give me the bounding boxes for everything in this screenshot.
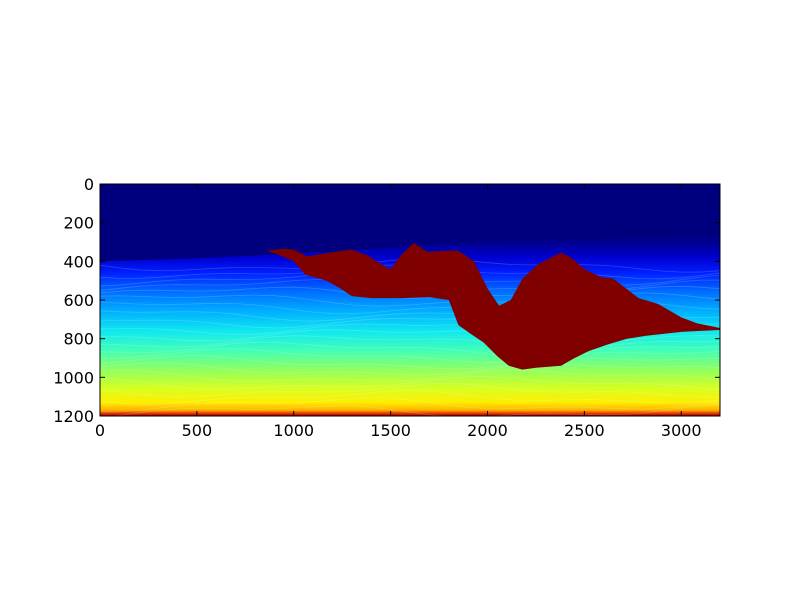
y-tick-label: 400 bbox=[63, 252, 94, 271]
sediment-layer-line bbox=[100, 341, 720, 357]
salt-body bbox=[266, 243, 720, 370]
sediment-layer-line bbox=[100, 390, 720, 405]
y-axis: 0 200 400 600 800 1000 1200 bbox=[53, 175, 720, 426]
y-tick-label: 0 bbox=[84, 175, 94, 194]
x-axis: 0 500 1000 1500 2000 2500 3000 bbox=[95, 184, 702, 440]
x-tick-label: 3000 bbox=[661, 421, 702, 440]
x-tick-label: 1500 bbox=[370, 421, 411, 440]
sediment-layer-line bbox=[100, 382, 720, 398]
x-tick-label: 0 bbox=[95, 421, 105, 440]
sediment-layer-line bbox=[100, 369, 720, 382]
y-tick-label: 200 bbox=[63, 214, 94, 233]
sediment-layer-line bbox=[100, 362, 720, 376]
y-tick-label: 1200 bbox=[53, 407, 94, 426]
y-tick-label: 800 bbox=[63, 330, 94, 349]
y-tick-label: 600 bbox=[63, 291, 94, 310]
plot-area bbox=[100, 184, 720, 416]
x-tick-label: 1000 bbox=[273, 421, 314, 440]
sediment-layer-line bbox=[100, 376, 720, 391]
x-tick-label: 500 bbox=[182, 421, 213, 440]
sediment-layer-line bbox=[100, 355, 720, 370]
sediment-layer-line bbox=[109, 404, 720, 416]
x-tick-label: 2000 bbox=[467, 421, 508, 440]
y-tick-label: 1000 bbox=[53, 368, 94, 387]
sediment-layer-line bbox=[100, 335, 720, 350]
sediment-layer-line bbox=[100, 348, 720, 364]
sediment-layer-line bbox=[100, 397, 720, 412]
x-tick-label: 2500 bbox=[564, 421, 605, 440]
water-layer bbox=[100, 184, 720, 262]
